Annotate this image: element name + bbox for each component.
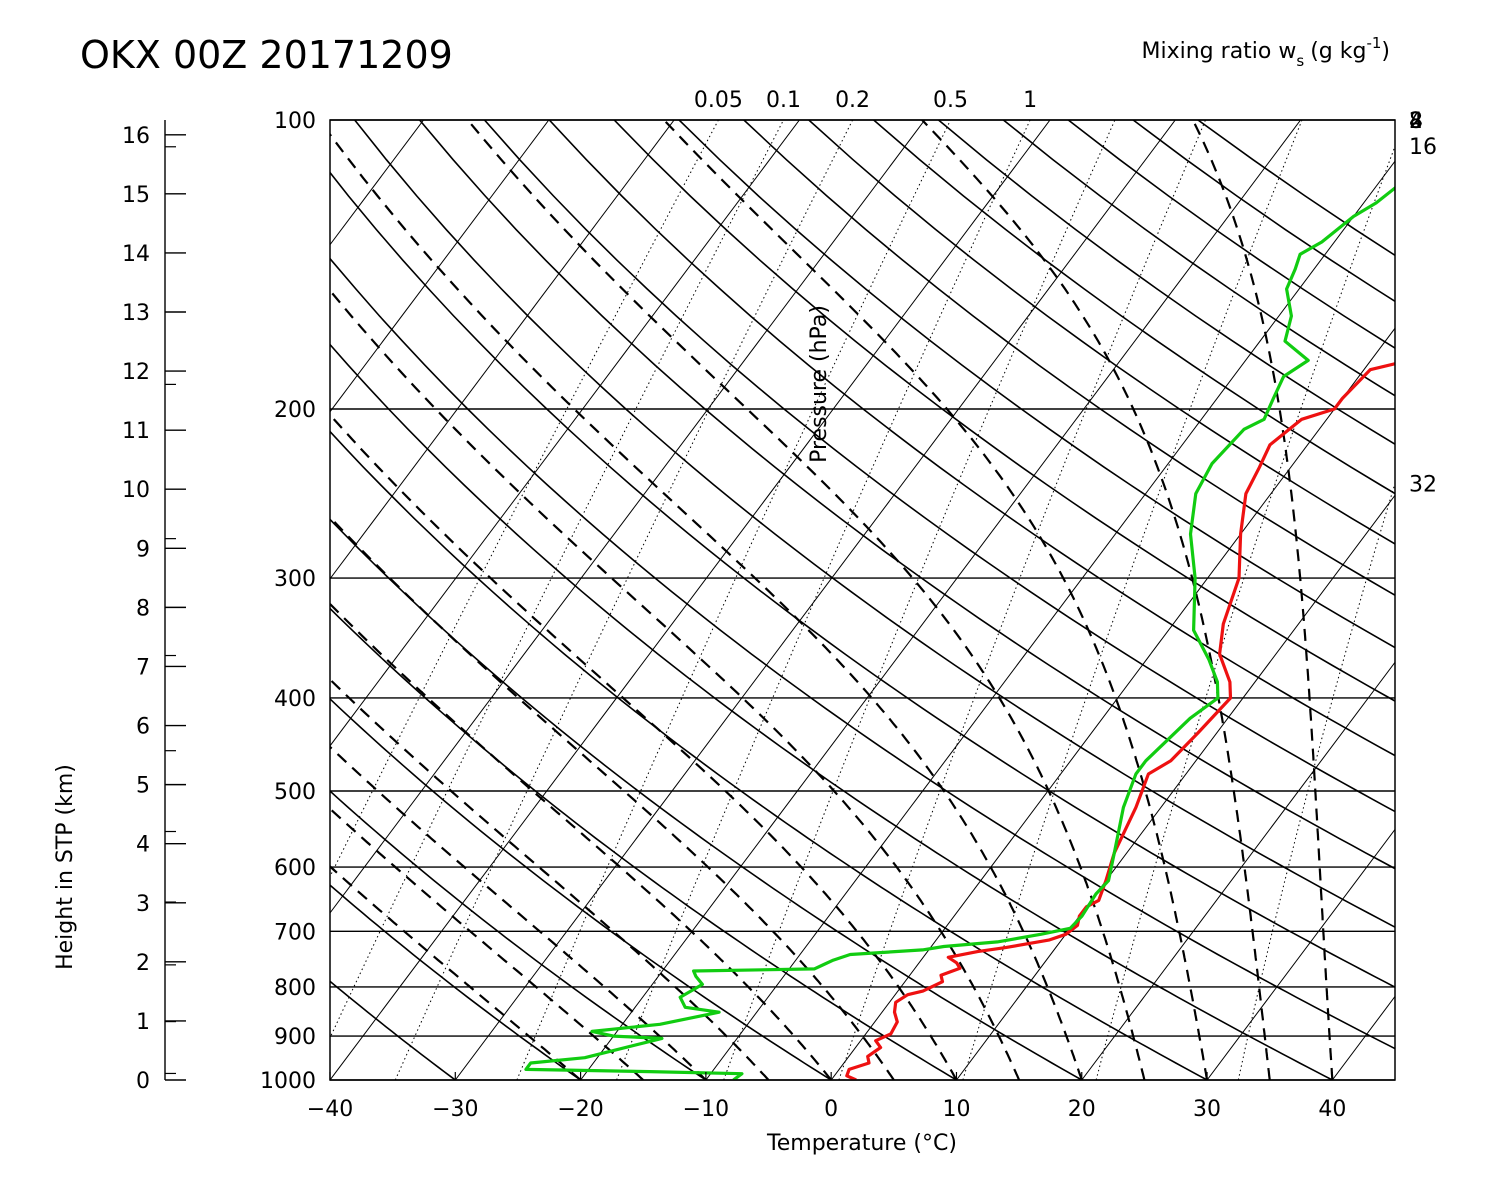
x-tick-label: −30 bbox=[432, 1097, 478, 1122]
height-tick-label: 5 bbox=[136, 774, 150, 799]
mixing-ratio-line bbox=[517, 120, 951, 1080]
mixing-ratio-top-label: 0.2 bbox=[835, 88, 870, 113]
pressure-tick-label: 700 bbox=[274, 920, 316, 945]
x-tick-label: 40 bbox=[1318, 1097, 1346, 1122]
mixing-ratio-line bbox=[1238, 120, 1500, 1080]
height-tick-label: 9 bbox=[136, 537, 150, 562]
height-tick-label: 3 bbox=[136, 892, 150, 917]
height-tick-label: 7 bbox=[136, 655, 150, 680]
moist-adiabat-line bbox=[664, 120, 1207, 1080]
isotherm-line bbox=[455, 120, 1175, 1080]
height-tick-label: 15 bbox=[122, 183, 150, 208]
isotherm-line bbox=[706, 120, 1426, 1080]
height-tick-label: 10 bbox=[122, 478, 150, 503]
dry-adiabat-line bbox=[160, 120, 1332, 1080]
moist-adiabat-line bbox=[922, 120, 1270, 1080]
dry-adiabat-line bbox=[355, 120, 1500, 1080]
mixing-ratio-right-label: 16 bbox=[1409, 135, 1437, 160]
moist-adiabat-line bbox=[0, 120, 706, 1080]
mixing-ratio-right-label: 8 bbox=[1409, 109, 1423, 134]
x-axis-label: Temperature (°C) bbox=[766, 1131, 957, 1156]
background-lines bbox=[0, 120, 1500, 1080]
x-tick-label: 30 bbox=[1193, 1097, 1221, 1122]
dry-adiabat-line bbox=[0, 120, 706, 1080]
pressure-tick-label: 400 bbox=[274, 687, 316, 712]
height-tick-label: 13 bbox=[122, 301, 150, 326]
height-tick-label: 6 bbox=[136, 715, 150, 740]
pressure-tick-label: 600 bbox=[274, 856, 316, 881]
dry-adiabat-line bbox=[30, 120, 1081, 1080]
height-tick-label: 8 bbox=[136, 596, 150, 621]
mixing-ratio-line bbox=[310, 120, 783, 1080]
height-tick-label: 14 bbox=[122, 242, 150, 267]
mixing-ratio-line bbox=[395, 120, 852, 1080]
mixing-ratio-top-label: 0.5 bbox=[933, 88, 968, 113]
isotherm-line bbox=[1332, 120, 1500, 1080]
isotherm-line bbox=[1458, 120, 1500, 1080]
moist-adiabat-line bbox=[1193, 120, 1333, 1080]
mixing-ratio-top-label: 0.1 bbox=[766, 88, 801, 113]
pressure-axis-ticks: 100 200 300 400 500 600 700 800 900 1000 bbox=[260, 109, 316, 1094]
chart-title: OKX 00Z 20171209 bbox=[80, 33, 453, 77]
dry-adiabat-line bbox=[679, 120, 1500, 1080]
isotherm-line bbox=[1207, 120, 1500, 1080]
height-tick-label: 11 bbox=[122, 419, 150, 444]
moist-adiabat-line bbox=[0, 120, 643, 1080]
dry-adiabat-line bbox=[809, 120, 1500, 1080]
height-tick-label: 1 bbox=[136, 1010, 150, 1035]
isotherm-line bbox=[1082, 120, 1500, 1080]
height-axis-label: Height in STP (km) bbox=[53, 764, 78, 970]
pressure-tick-label: 1000 bbox=[260, 1069, 316, 1094]
dry-adiabat-line bbox=[485, 120, 1500, 1080]
x-tick-label: 10 bbox=[942, 1097, 970, 1122]
dry-adiabat-line bbox=[1198, 120, 1500, 1080]
x-tick-label: 20 bbox=[1068, 1097, 1096, 1122]
height-tick-label: 16 bbox=[122, 124, 150, 149]
moist-adiabat-line bbox=[319, 120, 1082, 1080]
x-tick-label: −40 bbox=[307, 1097, 353, 1122]
mixing-ratio-top-label: 0.05 bbox=[694, 88, 743, 113]
x-tick-label: 0 bbox=[824, 1097, 838, 1122]
mixing-ratio-line bbox=[1096, 120, 1405, 1080]
moist-adiabat-line bbox=[0, 120, 769, 1080]
mixing-ratio-right-label: 32 bbox=[1409, 472, 1437, 497]
mixing-ratio-top-label: 1 bbox=[1023, 88, 1037, 113]
pressure-tick-label: 800 bbox=[274, 976, 316, 1001]
dry-adiabat-line bbox=[1003, 120, 1500, 1080]
x-tick-label: −10 bbox=[683, 1097, 729, 1122]
pressure-tick-label: 500 bbox=[274, 780, 316, 805]
isotherm-line bbox=[0, 120, 48, 1080]
pressure-axis-label: Pressure (hPa) bbox=[807, 305, 832, 463]
height-tick-label: 0 bbox=[136, 1069, 150, 1094]
dry-adiabat-line bbox=[95, 120, 1207, 1080]
sounding-profiles bbox=[526, 120, 1500, 1080]
mixing-ratio-title: Mixing ratio ws(g kg-1) bbox=[1142, 34, 1390, 70]
height-tick-label: 4 bbox=[136, 833, 150, 858]
mixing-ratio-line bbox=[617, 120, 1031, 1080]
dewpoint-profile-line bbox=[526, 120, 1489, 1080]
pressure-tick-label: 900 bbox=[274, 1025, 316, 1050]
isotherm-line bbox=[0, 120, 674, 1080]
height-tick-label: 12 bbox=[122, 360, 150, 385]
x-tick-label: −20 bbox=[557, 1097, 603, 1122]
height-tick-label: 2 bbox=[136, 951, 150, 976]
pressure-tick-label: 100 bbox=[274, 109, 316, 134]
moist-adiabat-line bbox=[204, 120, 1019, 1080]
pressure-tick-label: 300 bbox=[274, 567, 316, 592]
moist-adiabat-line bbox=[113, 120, 957, 1080]
isotherm-line bbox=[330, 120, 1050, 1080]
pressure-tick-label: 200 bbox=[274, 398, 316, 423]
dry-adiabat-line bbox=[874, 120, 1500, 1080]
